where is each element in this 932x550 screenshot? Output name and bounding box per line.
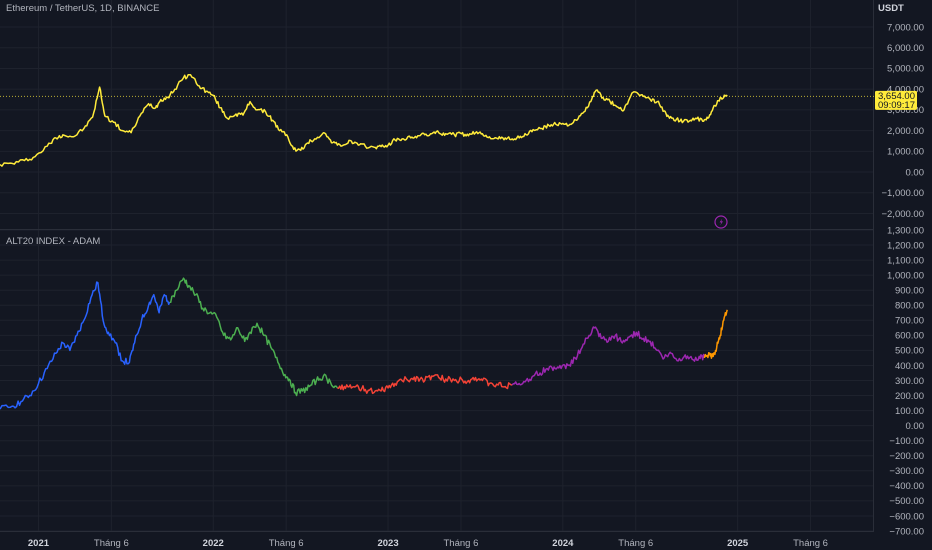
y-axis-labels: 7,000.00 6,000.00 5,000.00 4,000.00 3,000.00… <box>881 22 924 537</box>
series-line[interactable] <box>703 309 728 359</box>
lightning-icon-ring <box>714 215 728 229</box>
y-tick-label: −700.00 <box>889 526 924 537</box>
y-tick-label: 0.00 <box>906 421 925 432</box>
y-tick-label: 400.00 <box>895 361 924 372</box>
series-layer <box>0 73 728 410</box>
y-tick-label: 700.00 <box>895 316 924 327</box>
y-tick-label: −2,000.00 <box>881 209 924 220</box>
last-price-tag[interactable] <box>875 90 917 110</box>
x-tick-label: 2023 <box>377 538 398 549</box>
indicator-title[interactable]: ALT20 INDEX - ADAM <box>6 236 100 247</box>
x-tick-label: 2021 <box>28 538 50 549</box>
y-tick-label: 0.00 <box>906 167 925 178</box>
y-tick-label: −400.00 <box>889 481 924 492</box>
y-tick-label: −200.00 <box>889 451 924 462</box>
x-tick-label: Tháng 6 <box>94 538 129 549</box>
y-tick-label: 3,000.00 <box>887 105 924 116</box>
x-tick-label: 2024 <box>552 538 574 549</box>
lightning-icon <box>719 218 723 226</box>
bar-countdown: 09:09:17 <box>878 100 915 111</box>
y-tick-label: −500.00 <box>889 496 924 507</box>
last-price-value: 3,654.00 <box>878 91 915 102</box>
symbol-title[interactable]: Ethereum / TetherUS, 1D, BINANCE <box>6 3 159 14</box>
y-tick-label: 300.00 <box>895 376 924 387</box>
y-tick-label: 1,000.00 <box>887 270 924 281</box>
y-tick-label: 4,000.00 <box>887 84 924 95</box>
series-line[interactable] <box>169 277 339 397</box>
series-line[interactable] <box>0 73 728 167</box>
y-tick-label: 2,000.00 <box>887 126 924 137</box>
y-tick-label: 1,300.00 <box>887 225 924 236</box>
x-tick-label: Tháng 6 <box>269 538 304 549</box>
y-tick-label: 1,000.00 <box>887 147 924 158</box>
y-tick-label: −1,000.00 <box>881 188 924 199</box>
currency-label[interactable]: USDT <box>878 3 904 14</box>
y-tick-label: 100.00 <box>895 406 924 417</box>
y-tick-label: 1,200.00 <box>887 240 924 251</box>
series-line[interactable] <box>337 374 513 395</box>
x-tick-label: Tháng 6 <box>793 538 828 549</box>
y-tick-label: 900.00 <box>895 286 924 297</box>
y-tick-label: −300.00 <box>889 466 924 477</box>
y-tick-label: 5,000.00 <box>887 64 924 75</box>
y-tick-label: 1,100.00 <box>887 255 924 266</box>
y-tick-label: −100.00 <box>889 436 924 447</box>
x-axis-labels: 2021 Tháng 6 2022 Tháng 6 2023 Tháng 6 2024 Thá… <box>28 538 828 549</box>
y-tick-label: 7,000.00 <box>887 22 924 33</box>
y-tick-label: 500.00 <box>895 346 924 357</box>
x-tick-label: Tháng 6 <box>444 538 479 549</box>
time-axis[interactable] <box>0 532 874 550</box>
y-tick-label: −600.00 <box>889 511 924 522</box>
y-tick-label: 6,000.00 <box>887 43 924 54</box>
series-line[interactable] <box>0 281 171 410</box>
x-tick-label: 2025 <box>727 538 749 549</box>
grid-lines <box>0 0 874 532</box>
series-line[interactable] <box>511 326 706 386</box>
y-tick-label: 600.00 <box>895 331 924 342</box>
x-tick-label: Tháng 6 <box>618 538 653 549</box>
x-tick-label: 2022 <box>203 538 224 549</box>
y-tick-label: 800.00 <box>895 301 924 312</box>
y-tick-label: 200.00 <box>895 391 924 402</box>
lightning-badge[interactable] <box>714 215 728 229</box>
